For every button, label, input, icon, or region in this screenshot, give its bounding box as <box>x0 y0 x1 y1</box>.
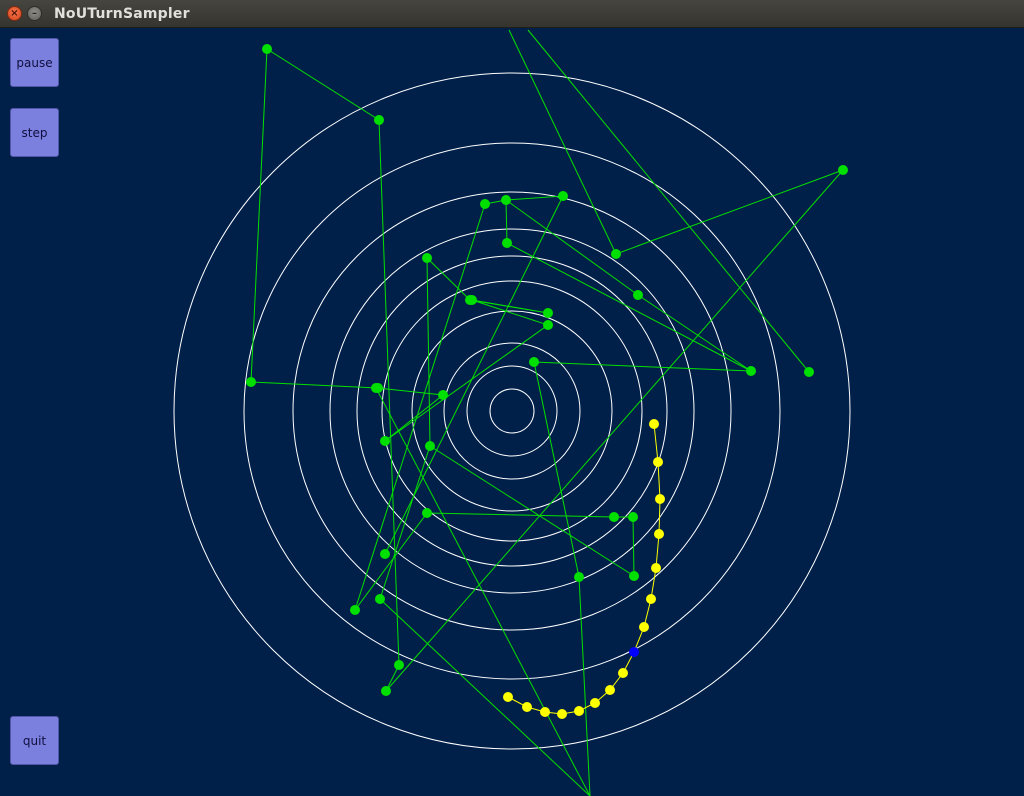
contour-ring <box>356 255 668 567</box>
sample-point <box>438 390 448 400</box>
trajectory-line <box>507 423 661 715</box>
trajectory-point <box>653 457 663 467</box>
sample-point <box>804 367 814 377</box>
sample-point <box>422 508 432 518</box>
sample-point <box>350 605 360 615</box>
sample-point <box>543 308 553 318</box>
sample-point <box>529 357 539 367</box>
sample-point <box>371 383 381 393</box>
sample-point <box>380 549 390 559</box>
accepted-path-segment <box>375 387 591 796</box>
contour-ring <box>173 72 851 750</box>
accepted-sample-path <box>246 29 848 796</box>
sample-point <box>380 436 390 446</box>
nuts-trajectory <box>503 419 665 719</box>
contour-ring <box>466 365 558 457</box>
sample-point <box>502 238 512 248</box>
window-title: NoUTurnSampler <box>54 6 190 22</box>
minimize-window-icon[interactable]: – <box>27 6 42 21</box>
contour-ring <box>381 280 643 542</box>
sample-point <box>629 571 639 581</box>
trajectory-point <box>655 494 665 504</box>
window-titlebar: × – NoUTurnSampler <box>0 0 1024 28</box>
sample-point <box>543 320 553 330</box>
sample-point <box>465 295 475 305</box>
current-point <box>629 647 639 657</box>
sample-point <box>480 199 490 209</box>
sample-point <box>611 249 621 259</box>
sample-point <box>558 191 568 201</box>
accepted-path-segment <box>527 29 810 373</box>
trajectory-point <box>540 707 550 717</box>
sample-point <box>574 572 584 582</box>
sample-point <box>381 686 391 696</box>
trajectory-point <box>557 709 567 719</box>
sampler-canvas <box>173 29 851 796</box>
trajectory-point <box>503 692 513 702</box>
accepted-path-segment <box>379 445 431 600</box>
trajectory-point <box>590 698 600 708</box>
density-contours <box>173 72 851 750</box>
sample-point <box>746 366 756 376</box>
sample-point <box>425 441 435 451</box>
sample-point <box>374 115 384 125</box>
sample-point <box>262 44 272 54</box>
contour-ring <box>411 310 613 512</box>
trajectory-point <box>651 563 661 573</box>
contour-ring <box>489 388 535 434</box>
accepted-path-segment <box>379 598 591 796</box>
sample-point <box>838 165 848 175</box>
sample-point <box>375 594 385 604</box>
trajectory-point <box>646 594 656 604</box>
pause-button[interactable]: pause <box>10 38 59 87</box>
sample-point <box>633 290 643 300</box>
trajectory-point <box>649 419 659 429</box>
contour-ring <box>292 191 732 631</box>
sample-point <box>422 253 432 263</box>
trajectory-point <box>574 706 584 716</box>
contour-ring <box>443 342 581 480</box>
contour-ring <box>243 142 781 680</box>
trajectory-point <box>618 668 628 678</box>
close-window-icon[interactable]: × <box>7 6 22 21</box>
sample-point <box>609 512 619 522</box>
step-button[interactable]: step <box>10 108 59 157</box>
contour-ring <box>329 228 695 594</box>
sample-point <box>394 660 404 670</box>
trajectory-point <box>605 685 615 695</box>
sample-point <box>628 512 638 522</box>
quit-button[interactable]: quit <box>10 716 59 765</box>
trajectory-point <box>639 622 649 632</box>
sample-point <box>246 377 256 387</box>
sample-point <box>501 195 511 205</box>
trajectory-point <box>522 702 532 712</box>
trajectory-point <box>654 529 664 539</box>
